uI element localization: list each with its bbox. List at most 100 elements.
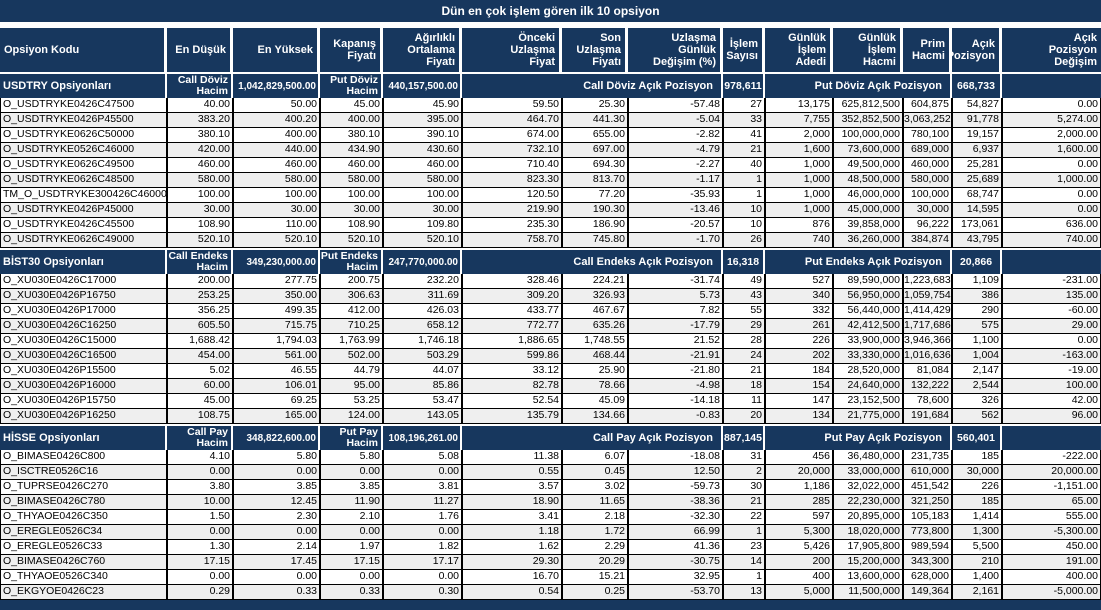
cell: 49 xyxy=(724,274,766,289)
cell: 21.52 xyxy=(629,334,724,349)
cell: 0.00 xyxy=(168,465,234,480)
cell: 185 xyxy=(953,450,1003,465)
column-header-12: Prim Hacmi xyxy=(903,28,952,72)
cell: 1,100 xyxy=(953,334,1003,349)
cell: 16.70 xyxy=(463,570,563,585)
call-volume-label: Call Endeks Hacim xyxy=(167,250,233,274)
cell: 1,000 xyxy=(766,158,834,173)
cell: 636.00 xyxy=(1003,218,1101,233)
cell: 503.29 xyxy=(384,349,463,364)
cell: 41 xyxy=(724,128,766,143)
cell: 1,794.03 xyxy=(234,334,321,349)
cell: 0.00 xyxy=(168,570,234,585)
cell: 3,946,366 xyxy=(904,334,953,349)
cell: 0.29 xyxy=(168,585,234,600)
cell: 2.30 xyxy=(234,510,321,525)
cell: 110.00 xyxy=(234,218,321,233)
cell: 710.25 xyxy=(321,319,384,334)
cell: 21 xyxy=(724,495,766,510)
option-code: O_EREGLE0526C34 xyxy=(1,525,168,540)
cell: 29.30 xyxy=(463,555,563,570)
table-header-row: Opsiyon Kodu En Düşük En Yüksek Kapanış Fiy… xyxy=(0,28,1101,72)
cell: 261 xyxy=(766,319,834,334)
cell: 400.00 xyxy=(1003,570,1101,585)
option-code: O_XU030E0426P16250 xyxy=(1,409,168,424)
cell: 460.00 xyxy=(384,158,463,173)
table-row: O_USDTRYKE0426P45000 30.00 30.00 30.00 30.00… xyxy=(0,203,1101,218)
cell: 39,858,000 xyxy=(834,218,904,233)
cell: 1,109 xyxy=(953,274,1003,289)
table-row: O_USDTRYKE0426C47500 40.00 50.00 45.00 45.90… xyxy=(0,98,1101,113)
cell: 380.10 xyxy=(168,128,234,143)
section-header-row: BİST30 Opsiyonları Call Endeks Hacim 349,2… xyxy=(0,248,1101,274)
cell: 30.00 xyxy=(384,203,463,218)
column-header-9: İşlem Sayısı xyxy=(723,28,765,72)
cell: 52.54 xyxy=(463,394,563,409)
cell: -14.18 xyxy=(629,394,724,409)
cell: 30.00 xyxy=(321,203,384,218)
cell: 460.00 xyxy=(168,158,234,173)
cell: 0.00 xyxy=(321,525,384,540)
cell: 44.07 xyxy=(384,364,463,379)
cell: 81,084 xyxy=(904,364,953,379)
table-row: O_XU030E0426C17000 200.00 277.75 200.75 232.… xyxy=(0,274,1101,289)
cell: 14 xyxy=(724,555,766,570)
table-row: TM_O_USDTRYKE300426C46000 100.00 100.00 100… xyxy=(0,188,1101,203)
cell: 14,595 xyxy=(953,203,1003,218)
cell: 226 xyxy=(953,480,1003,495)
cell: 32,022,000 xyxy=(834,480,904,495)
cell: 33 xyxy=(724,113,766,128)
call-open-interest-label: Call Döviz Açık Pozisyon xyxy=(462,74,723,98)
cell: 11.27 xyxy=(384,495,463,510)
cell: 10 xyxy=(724,203,766,218)
cell: 46.55 xyxy=(234,364,321,379)
cell: 580.00 xyxy=(321,173,384,188)
cell: 43 xyxy=(724,289,766,304)
put-volume-value: 108,196,261.00 xyxy=(383,426,462,450)
column-header-11: Günlük İşlem Hacmi xyxy=(833,28,903,72)
cell: 1,746.18 xyxy=(384,334,463,349)
option-code: O_BIMASE0426C800 xyxy=(1,450,168,465)
cell: 2,544 xyxy=(953,379,1003,394)
cell: 2.14 xyxy=(234,540,321,555)
cell: 430.60 xyxy=(384,143,463,158)
cell: 1,400 xyxy=(953,570,1003,585)
cell: 0.33 xyxy=(234,585,321,600)
column-header-14: Açık Pozisyon Değişim xyxy=(1002,28,1101,72)
cell: 44.79 xyxy=(321,364,384,379)
cell: 460.00 xyxy=(234,158,321,173)
cell: 527 xyxy=(766,274,834,289)
cell: 434.90 xyxy=(321,143,384,158)
cell: 340 xyxy=(766,289,834,304)
call-volume-label: Call Pay Hacim xyxy=(167,426,233,450)
cell: 108.75 xyxy=(168,409,234,424)
cell: 0.00 xyxy=(1003,188,1101,203)
cell: 740.00 xyxy=(1003,233,1101,248)
cell: 6.07 xyxy=(563,450,629,465)
cell: 1,414 xyxy=(953,510,1003,525)
cell: 5.08 xyxy=(384,450,463,465)
cell: 33,330,000 xyxy=(834,349,904,364)
section-header-row: USDTRY Opsiyonları Call Döviz Hacim 1,042,… xyxy=(0,72,1101,98)
cell: 1,688.42 xyxy=(168,334,234,349)
cell: 28,520,000 xyxy=(834,364,904,379)
cell: 232.20 xyxy=(384,274,463,289)
cell: 468.44 xyxy=(563,349,629,364)
cell: -18.08 xyxy=(629,450,724,465)
cell: 309.20 xyxy=(463,289,563,304)
cell: 450.00 xyxy=(1003,540,1101,555)
cell: 45.00 xyxy=(168,394,234,409)
cell: -31.74 xyxy=(629,274,724,289)
table-row: O_USDTRYKE0626C48500 580.00 580.00 580.00 58… xyxy=(0,173,1101,188)
cell: 27 xyxy=(724,98,766,113)
cell: 120.50 xyxy=(463,188,563,203)
cell: 433.77 xyxy=(463,304,563,319)
table-row: O_XU030E0426P16000 60.00 106.01 95.00 85.86 8… xyxy=(0,379,1101,394)
table-row: O_BIMASE0426C800 4.10 5.80 5.80 5.08 11.38 6.0… xyxy=(0,450,1101,465)
cell: -32.30 xyxy=(629,510,724,525)
table-row: O_XU030E0426C16500 454.00 561.00 502.00 503.… xyxy=(0,349,1101,364)
cell: 1 xyxy=(724,188,766,203)
option-code: O_XU030E0426C15000 xyxy=(1,334,168,349)
cell: 49,500,000 xyxy=(834,158,904,173)
